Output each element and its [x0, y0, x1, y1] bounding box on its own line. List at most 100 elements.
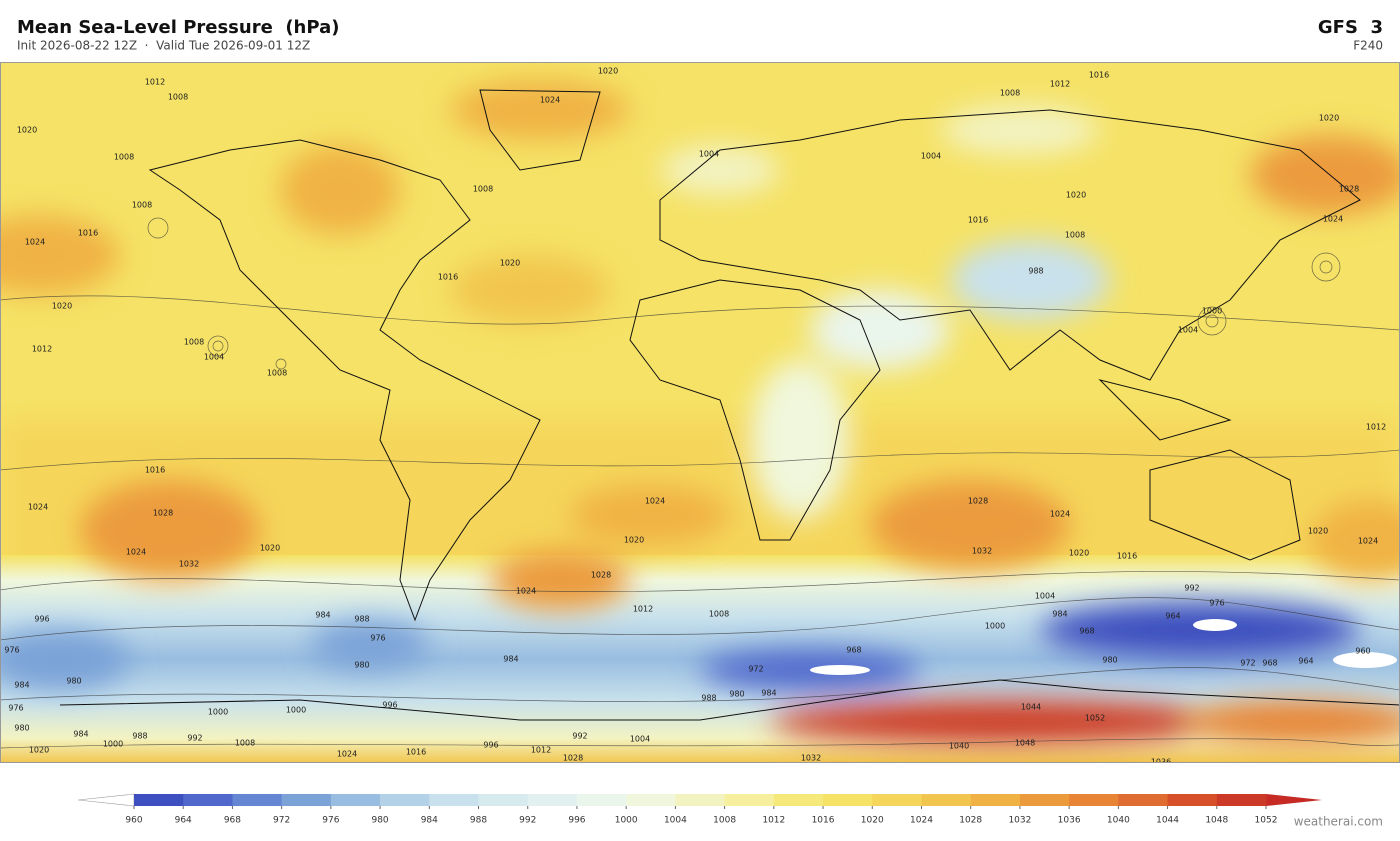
contour-label: 1008: [184, 338, 204, 347]
colorbar-swatch: [970, 794, 1021, 806]
contour-label: 964: [1165, 612, 1180, 621]
contour-label: 992: [187, 734, 202, 743]
colorbar-swatch: [1167, 794, 1218, 806]
contour-label: 1032: [801, 754, 821, 763]
contour-label: 980: [66, 677, 81, 686]
colorbar-tick-label: 1040: [1107, 816, 1130, 826]
contour-label: 1020: [1308, 527, 1328, 536]
contour-label: 1020: [260, 544, 280, 553]
colorbar-swatch: [921, 794, 972, 806]
contour-label: 1008: [267, 369, 287, 378]
contour-label: 1016: [438, 273, 458, 282]
contour-label: 980: [1102, 656, 1117, 665]
colorbar-tick-label: 976: [322, 816, 339, 826]
colorbar-tick-label: 1008: [713, 816, 736, 826]
colorbar-tick-label: 960: [125, 816, 142, 826]
contour-label: 1028: [1339, 185, 1359, 194]
contour-label: 1004: [699, 150, 719, 159]
contour-label: 1024: [25, 238, 45, 247]
contour-label: 1020: [29, 746, 49, 755]
contour-label: 1032: [179, 560, 199, 569]
contour-label: 968: [846, 646, 861, 655]
contour-label: 984: [315, 611, 330, 620]
contour-label: 1008: [709, 610, 729, 619]
contour-label: 980: [354, 661, 369, 670]
contour-label: 1004: [921, 152, 941, 161]
contour-label: 1028: [968, 497, 988, 506]
colorbar-tick-label: 1028: [959, 816, 982, 826]
colorbar-under: [77, 793, 135, 807]
contour-label: 1024: [1323, 215, 1343, 224]
colorbar-tick-label: 1032: [1008, 816, 1031, 826]
colorbar-tick-label: 968: [224, 816, 241, 826]
contour-label: 1016: [78, 229, 98, 238]
contour-label: 992: [572, 732, 587, 741]
colorbar-swatch: [675, 794, 726, 806]
contour-label: 988: [701, 694, 716, 703]
contour-label: 988: [1028, 267, 1043, 276]
forecast-step: F240: [1353, 39, 1383, 53]
contour-label: 1012: [633, 605, 653, 614]
contour-label: 1020: [624, 536, 644, 545]
colorbar-over: [1266, 794, 1322, 806]
contour-label: 1008: [168, 93, 188, 102]
colorbar-tick-label: 996: [568, 816, 585, 826]
contour-label: 968: [1262, 659, 1277, 668]
contour-label: 988: [132, 732, 147, 741]
contour-label: 1024: [1050, 510, 1070, 519]
contour-label: 1012: [1366, 423, 1386, 432]
contour-label: 972: [748, 665, 763, 674]
colorbar-tick-label: 1016: [812, 816, 835, 826]
colorbar-tick-label: 1052: [1255, 816, 1278, 826]
colorbar-tick-label: 988: [470, 816, 487, 826]
colorbar-swatch: [232, 794, 283, 806]
colorbar-swatch: [576, 794, 627, 806]
contour-label: 984: [761, 689, 776, 698]
contour-label: 1008: [473, 185, 493, 194]
colorbar-swatch: [1069, 794, 1119, 806]
contour-label: 1008: [1000, 89, 1020, 98]
contour-label: 1016: [968, 216, 988, 225]
contour-label: 1036: [1151, 758, 1171, 767]
contour-label: 1024: [1358, 537, 1378, 546]
colorbar-tick-label: 1012: [762, 816, 785, 826]
colorbar-tick-label: 984: [421, 816, 438, 826]
contour-label: 1000: [208, 708, 228, 717]
colorbar-tick-label: 992: [519, 816, 536, 826]
contour-label: 1020: [1069, 549, 1089, 558]
colorbar-swatch: [1118, 794, 1169, 806]
colorbar-tick-label: 1004: [664, 816, 687, 826]
colorbar-tick-label: 1024: [910, 816, 933, 826]
colorbar-swatch: [429, 794, 480, 806]
contour-label: 980: [14, 724, 29, 733]
colorbar-tick-label: 1048: [1205, 816, 1228, 826]
colorbar-swatch: [1216, 794, 1267, 806]
contour-label: 1020: [598, 67, 618, 76]
colorbar-swatch: [330, 794, 381, 806]
contour-label: 1004: [1178, 326, 1198, 335]
contour-label: 968: [1079, 627, 1094, 636]
contour-label: 1024: [28, 503, 48, 512]
contour-label: 1016: [406, 748, 426, 757]
contour-label: 1024: [337, 750, 357, 759]
colorbar-swatch: [281, 794, 332, 806]
colorbar-tick-label: 1036: [1058, 816, 1081, 826]
contour-label: 1004: [1035, 592, 1055, 601]
contour-label: 1020: [1066, 191, 1086, 200]
colorbar-tick-label: 980: [371, 816, 388, 826]
contour-label: 960: [1355, 647, 1370, 656]
contour-label: 984: [1052, 610, 1067, 619]
colorbar-swatch: [478, 794, 529, 806]
colorbar-swatch: [773, 794, 824, 806]
contour-label: 976: [1209, 599, 1224, 608]
colorbar-swatch: [1019, 794, 1070, 806]
contour-label: 984: [14, 681, 29, 690]
colorbar-swatch: [183, 794, 233, 806]
map: 1012 1008 1020 1024 1016 1012 1008 1020 1008 1008…: [0, 62, 1400, 767]
contour-label: 976: [8, 704, 23, 713]
contour-label: 1012: [531, 746, 551, 755]
footer: weatherai.com: [1294, 815, 1383, 829]
contour-label: 996: [483, 741, 498, 750]
contour-label: 1020: [52, 302, 72, 311]
